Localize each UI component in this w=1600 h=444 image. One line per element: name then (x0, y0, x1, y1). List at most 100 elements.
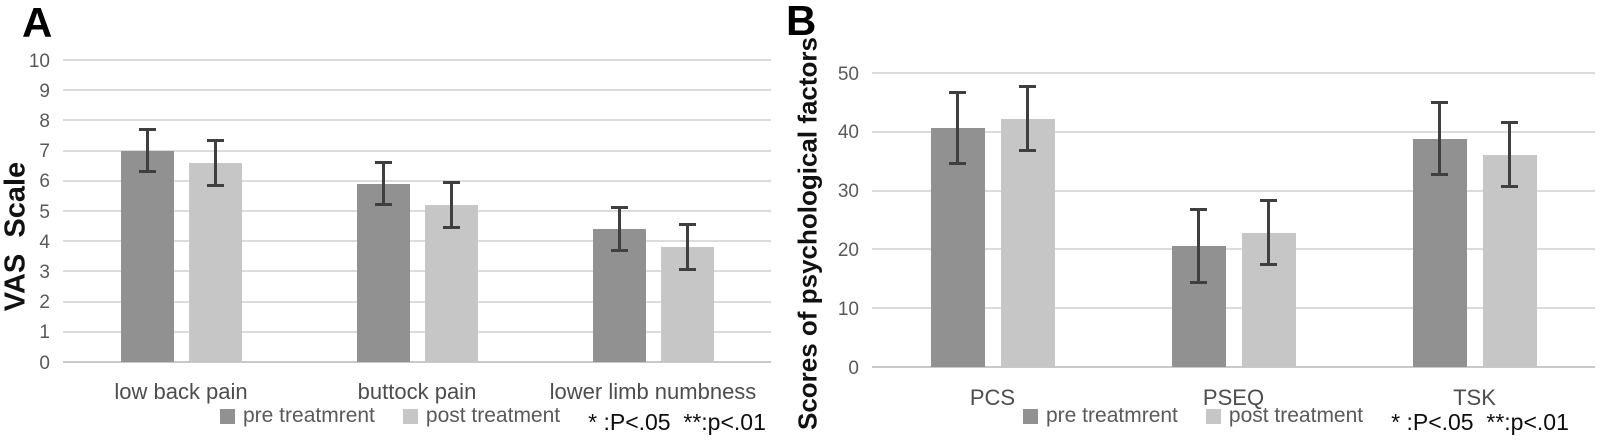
category-label: low back pain (114, 379, 248, 404)
gridline (872, 72, 1595, 74)
error-bar-cap-top (442, 180, 460, 184)
y-axis-title: VAS Scale (0, 161, 32, 312)
category-label: PSEQ (1202, 385, 1265, 410)
x-axis-baseline (63, 361, 771, 363)
error-bar-line (685, 223, 689, 272)
error-bar-line (1508, 121, 1511, 189)
legend-swatch-pre-icon (1023, 408, 1038, 424)
y-tick-label: 30 (837, 181, 859, 203)
error-bar-line (1267, 199, 1270, 267)
category-label: TSK (1453, 385, 1496, 410)
error-bar-cap-top (610, 206, 628, 210)
error-bar-cap-bottom (610, 248, 628, 252)
error-bar-line (1438, 101, 1441, 177)
significance-note: * :P<.05 **:p<.01 (1391, 409, 1569, 435)
gridline (63, 330, 771, 333)
gridline (63, 270, 771, 273)
gridline (63, 59, 771, 61)
legend-label: post treatment (425, 404, 561, 427)
y-tick-label: 2 (39, 292, 50, 314)
error-bar-cap-top (206, 138, 224, 142)
error-bar-line (213, 138, 217, 187)
error-bar-cap-bottom (678, 268, 696, 272)
y-tick-label: 40 (837, 122, 859, 144)
panel-b: B Scores of psychological factors 0 10 20 30 4… (780, 0, 1600, 444)
legend-item-post-treatment: post treatment (1205, 404, 1363, 428)
bar-post-treatment (424, 204, 478, 362)
y-tick-label: 8 (39, 110, 50, 132)
gridline (63, 119, 771, 122)
legend-swatch-post-icon (1205, 408, 1221, 424)
x-axis-baseline (872, 366, 1595, 368)
panel-letter: B (786, 0, 817, 44)
gridline (872, 189, 1595, 192)
gridline (872, 307, 1595, 310)
error-bar-line (1197, 208, 1200, 284)
y-tick-label: 4 (39, 231, 50, 253)
y-tick-label: 10 (837, 298, 859, 320)
error-bar-cap-top (1019, 85, 1036, 89)
bar-pre-treatment (1412, 138, 1467, 367)
y-tick-label: 10 (28, 50, 50, 72)
error-bar-cap-bottom (442, 226, 460, 230)
error-bar-cap-bottom (949, 161, 966, 165)
error-bar-line (145, 127, 149, 174)
error-bar-line (617, 206, 621, 252)
category-label: buttock pain (357, 379, 477, 404)
error-bar-cap-top (1431, 101, 1448, 105)
category-label: PCS (969, 385, 1016, 410)
category-label: lower limb numbness (549, 379, 757, 404)
legend-label: pre treatmrent (243, 404, 375, 427)
gridline (63, 240, 771, 243)
error-bar-cap-top (1501, 121, 1518, 125)
bar-post-treatment (188, 162, 242, 362)
y-tick-label: 5 (39, 201, 50, 223)
y-tick-label: 9 (39, 80, 50, 102)
error-bar-cap-bottom (138, 170, 156, 174)
y-axis-title: Scores of psychological factors (792, 37, 823, 431)
y-tick-label: 1 (39, 322, 50, 344)
error-bar-cap-bottom (1019, 149, 1036, 153)
gridline (63, 210, 771, 212)
error-bar-cap-bottom (1431, 173, 1448, 177)
error-bar-cap-top (678, 223, 696, 227)
legend: pre treatmrent post treatment * :P<.05 **:… (1023, 404, 1569, 436)
panel-letter: A (22, 0, 53, 46)
panel-a: A VAS Scale 0 1 2 3 4 5 6 7 8 9 10 low back pain butto… (0, 0, 780, 444)
error-bar-cap-bottom (206, 183, 224, 187)
error-bar-line (381, 161, 385, 207)
y-tick-label: 6 (39, 171, 50, 193)
y-tick-label: 7 (39, 141, 50, 163)
error-bar-cap-top (138, 127, 156, 131)
error-bar-cap-bottom (1190, 280, 1207, 284)
gridline (63, 149, 771, 152)
legend-swatch-post-icon (402, 408, 418, 424)
y-tick-label: 50 (837, 63, 859, 85)
gridline (63, 300, 771, 303)
legend-swatch-pre-icon (220, 408, 235, 424)
bar-post-treatment (1000, 118, 1055, 367)
bar-pre-treatment (356, 183, 410, 362)
y-tick-label: 20 (837, 239, 859, 261)
error-bar-cap-bottom (1501, 185, 1518, 189)
y-tick-label: 3 (39, 261, 50, 283)
legend-item-post-treatment: post treatment (402, 404, 561, 428)
legend-label: pre treatmrent (1046, 404, 1178, 427)
error-bar-cap-top (374, 161, 392, 165)
y-tick-label: 0 (848, 357, 859, 379)
gridline (63, 89, 771, 92)
bar-pre-treatment (930, 127, 985, 367)
gridline (872, 248, 1595, 251)
y-tick-label: 0 (39, 352, 50, 374)
significance-note: * :P<.05 **:p<.01 (588, 409, 766, 435)
gridline (63, 179, 771, 182)
legend-item-pre-treatment: pre treatmrent (1023, 404, 1178, 428)
error-bar-cap-bottom (1260, 263, 1277, 267)
legend-item-pre-treatment: pre treatmrent (220, 404, 375, 428)
error-bar-cap-bottom (374, 203, 392, 207)
error-bar-cap-top (1260, 199, 1277, 203)
error-bar-cap-top (949, 90, 966, 94)
bar-pre-treatment (120, 150, 174, 362)
error-bar-line (449, 180, 453, 230)
